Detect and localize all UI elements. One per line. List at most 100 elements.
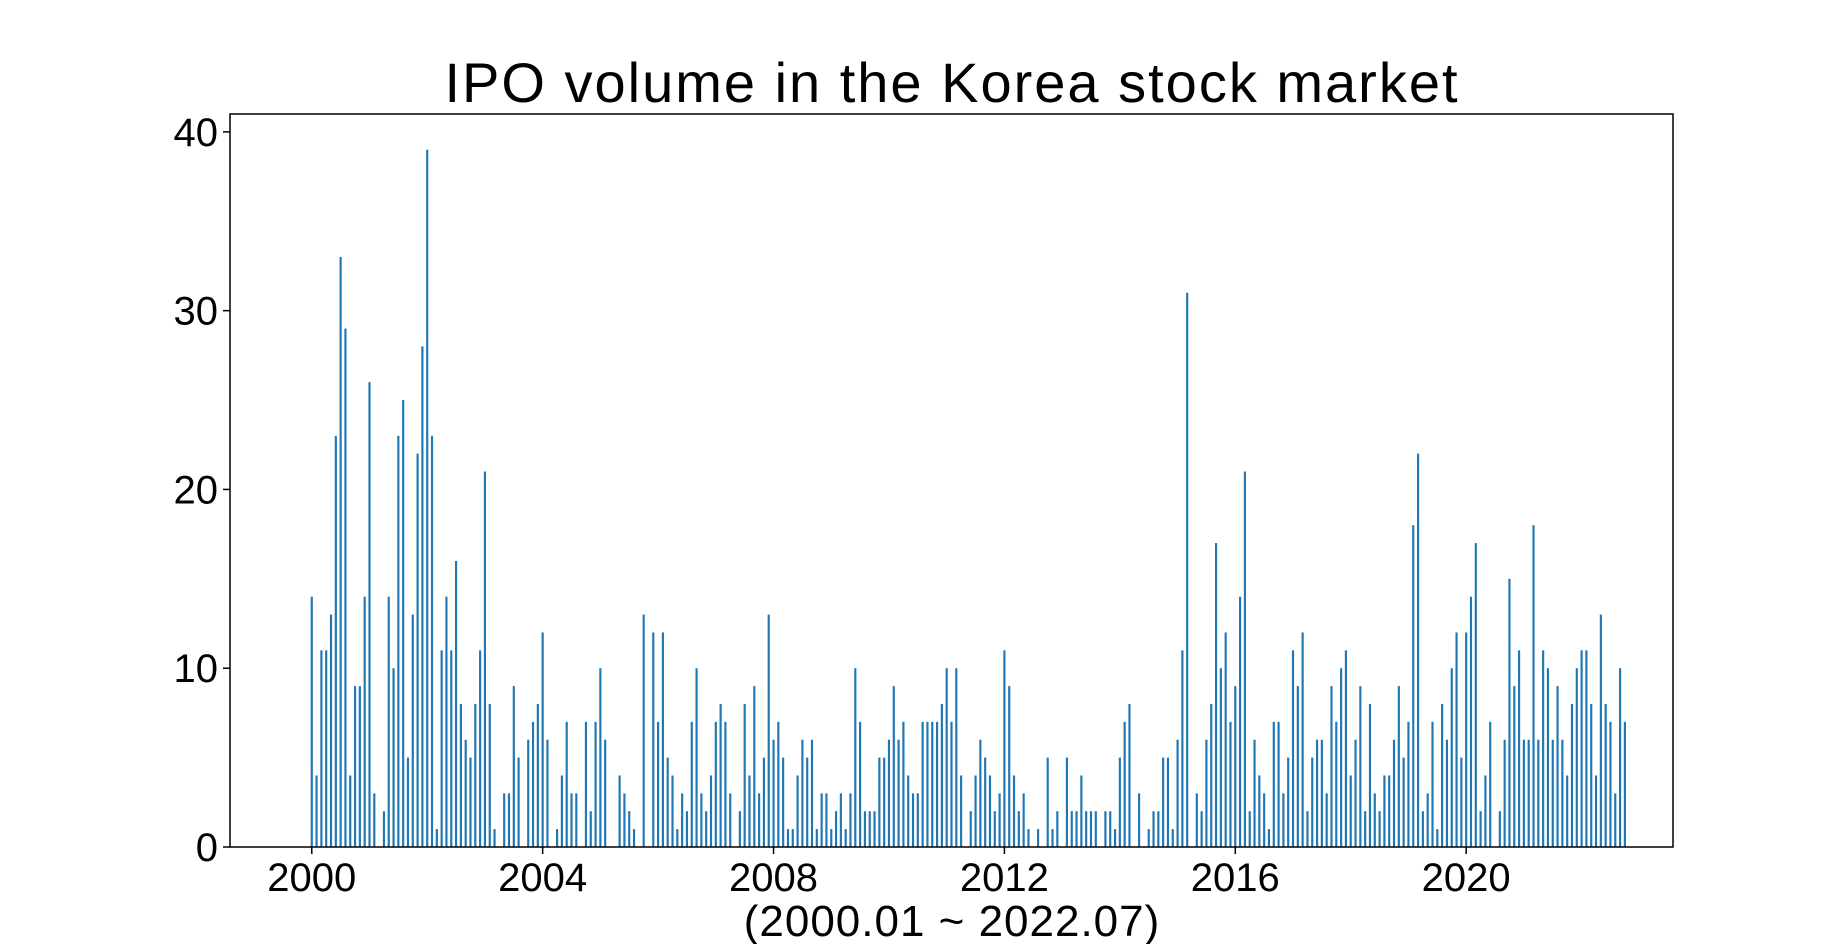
bar bbox=[1263, 793, 1266, 847]
bar bbox=[1210, 703, 1213, 847]
bar bbox=[584, 721, 588, 847]
bar bbox=[810, 739, 814, 847]
bar bbox=[887, 739, 891, 847]
bar bbox=[618, 775, 621, 847]
bar bbox=[1527, 739, 1530, 847]
bar bbox=[1407, 721, 1410, 847]
bar bbox=[1287, 757, 1290, 847]
bar bbox=[632, 829, 636, 847]
bar bbox=[709, 775, 713, 847]
bar bbox=[1570, 703, 1574, 847]
y-tick-label: 20 bbox=[174, 468, 219, 512]
bar bbox=[1580, 650, 1583, 847]
bar bbox=[488, 703, 491, 847]
bar bbox=[1224, 632, 1227, 847]
bar bbox=[1109, 811, 1112, 847]
bar bbox=[416, 453, 419, 847]
bar bbox=[1157, 811, 1160, 847]
bar bbox=[1561, 739, 1564, 847]
bar bbox=[1123, 721, 1126, 847]
bar bbox=[748, 775, 751, 847]
bar bbox=[440, 650, 443, 847]
bar bbox=[349, 775, 352, 847]
bar bbox=[1614, 793, 1617, 847]
bar bbox=[1195, 793, 1198, 847]
y-tick-label: 40 bbox=[174, 111, 219, 155]
bar bbox=[594, 721, 597, 847]
bar bbox=[517, 757, 520, 847]
bar bbox=[1258, 775, 1261, 847]
bar bbox=[382, 811, 385, 847]
bar bbox=[1537, 739, 1540, 847]
bar bbox=[1335, 721, 1338, 847]
bar bbox=[503, 793, 506, 847]
bar bbox=[767, 614, 770, 847]
bar bbox=[1469, 596, 1473, 847]
bar bbox=[1340, 668, 1343, 847]
bar bbox=[1623, 721, 1626, 847]
bar bbox=[1248, 811, 1251, 847]
bar bbox=[512, 686, 515, 847]
bar bbox=[777, 721, 780, 847]
bar bbox=[1253, 739, 1256, 847]
bar bbox=[1128, 703, 1131, 847]
bar bbox=[1094, 811, 1097, 847]
bar bbox=[469, 757, 472, 847]
bar bbox=[873, 811, 876, 847]
bar bbox=[479, 650, 482, 847]
bar bbox=[993, 811, 996, 847]
bar bbox=[671, 775, 674, 847]
bar bbox=[714, 721, 717, 847]
bar bbox=[1590, 703, 1593, 847]
bar bbox=[1397, 686, 1400, 847]
bar bbox=[402, 400, 405, 847]
bar bbox=[1166, 757, 1170, 847]
bar bbox=[868, 811, 871, 847]
bar bbox=[1508, 578, 1511, 847]
bar bbox=[1205, 739, 1208, 847]
bar bbox=[998, 793, 1001, 847]
bar bbox=[801, 739, 804, 847]
bar bbox=[945, 668, 948, 847]
bar bbox=[1301, 632, 1304, 847]
bar bbox=[969, 811, 972, 847]
y-tick-label: 30 bbox=[174, 290, 219, 334]
bar bbox=[1027, 829, 1030, 847]
bar bbox=[344, 328, 347, 847]
bar bbox=[565, 721, 568, 847]
x-tick-label: 2008 bbox=[729, 856, 818, 900]
bar bbox=[988, 775, 992, 847]
bar bbox=[1267, 829, 1271, 847]
bar bbox=[536, 703, 539, 847]
bar bbox=[1272, 721, 1275, 847]
bar bbox=[1445, 739, 1449, 847]
bar bbox=[661, 632, 664, 847]
bar bbox=[1566, 775, 1569, 847]
bar bbox=[786, 829, 790, 847]
bar bbox=[753, 686, 756, 847]
bar bbox=[1354, 739, 1357, 847]
bar bbox=[690, 721, 693, 847]
bar bbox=[315, 775, 318, 847]
bar bbox=[1296, 686, 1299, 847]
bar bbox=[1291, 650, 1295, 847]
bar bbox=[421, 346, 424, 847]
bar bbox=[921, 721, 924, 847]
bar bbox=[1460, 757, 1463, 847]
bar bbox=[916, 793, 919, 847]
bar bbox=[1037, 829, 1040, 847]
bar bbox=[353, 686, 357, 847]
bar bbox=[1008, 686, 1011, 847]
bar bbox=[1479, 811, 1482, 847]
bar bbox=[1349, 775, 1352, 847]
bar bbox=[1277, 721, 1280, 847]
bar bbox=[1181, 650, 1184, 847]
bar bbox=[834, 811, 838, 847]
bar bbox=[1282, 793, 1285, 847]
bar bbox=[1503, 739, 1506, 847]
bar bbox=[527, 739, 530, 847]
bar bbox=[1234, 686, 1237, 847]
bar bbox=[1556, 686, 1559, 847]
bar bbox=[426, 149, 429, 847]
